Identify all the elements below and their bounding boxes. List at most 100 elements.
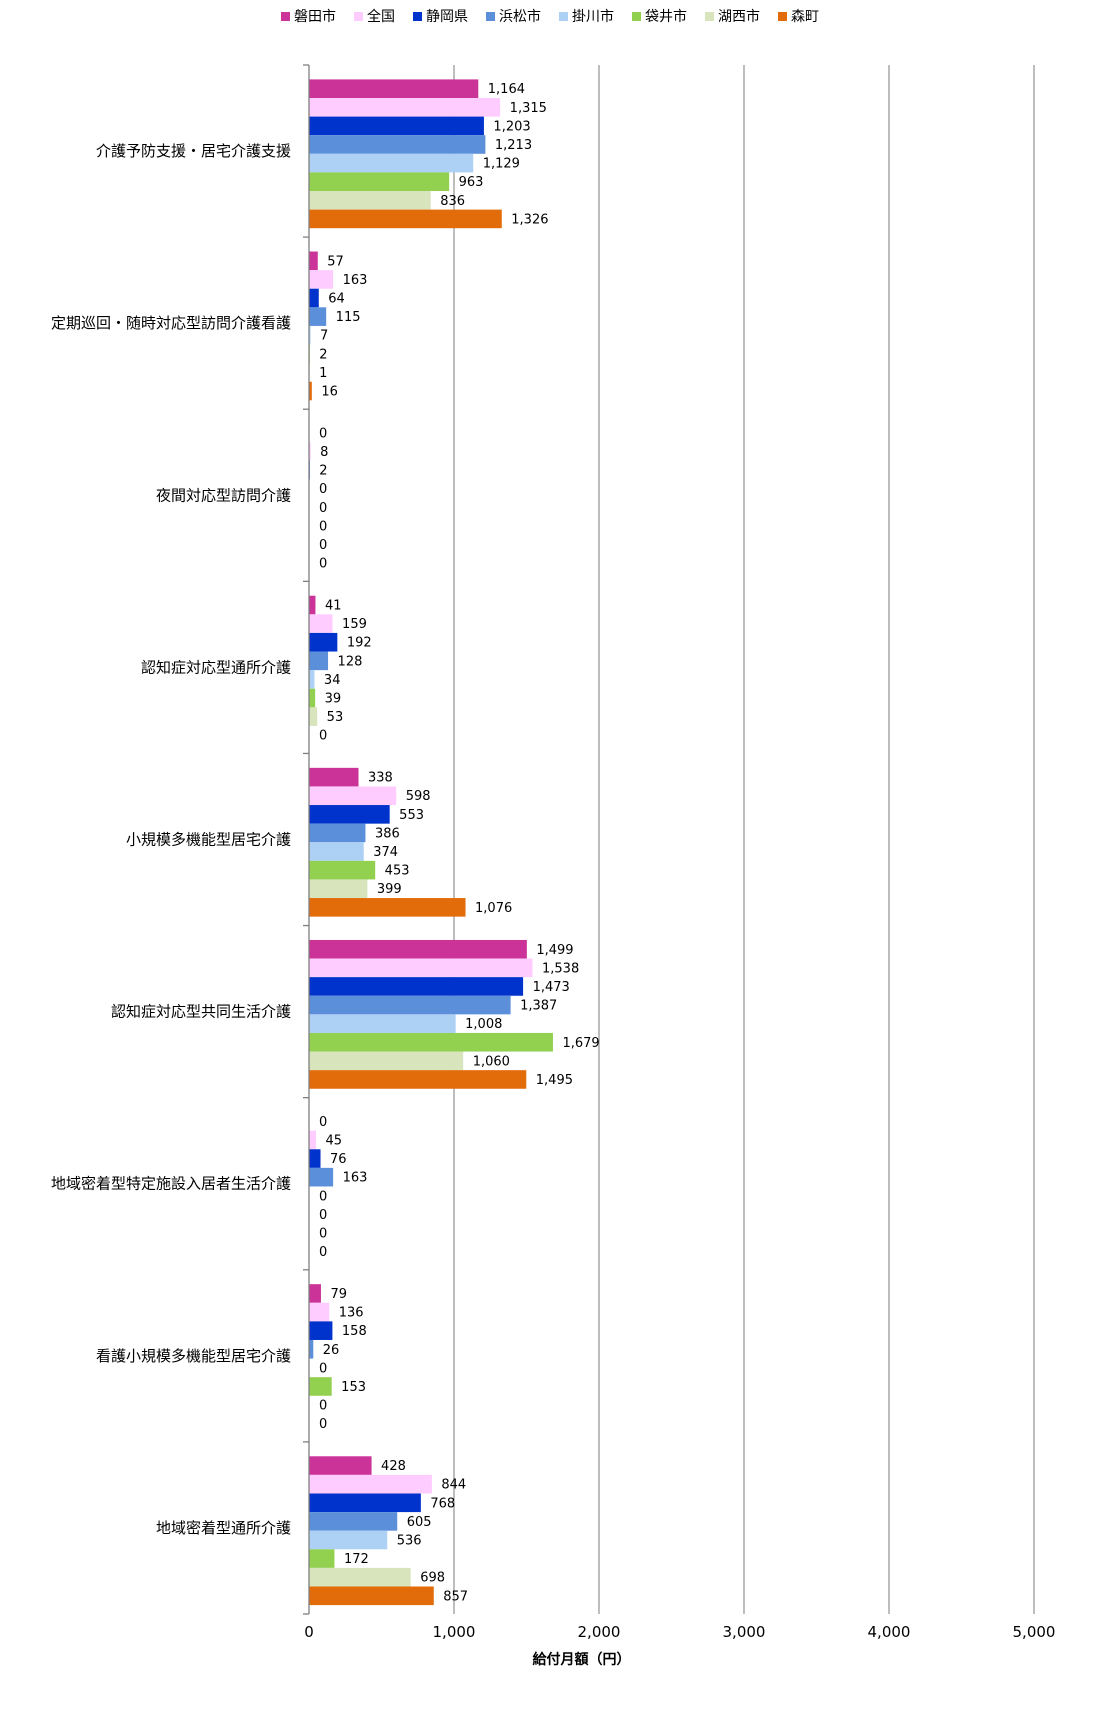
x-tick-label-4000: 4,000 (868, 1623, 911, 1641)
legend-label-6: 湖西市 (718, 8, 760, 25)
category-label-7: 看護小規模多機能型居宅介護 (96, 1347, 291, 1365)
data-label-s4-c4: 374 (373, 845, 398, 860)
bar-s4-c1 (309, 325, 311, 345)
bar-s5-c0 (309, 172, 450, 191)
data-label-s2-c4: 553 (399, 808, 424, 823)
data-label-s3-c1: 115 (336, 310, 361, 325)
bar-s3-c8 (309, 1512, 398, 1531)
x-axis-title: 給付月額（円） (533, 1651, 631, 1668)
bar-s1-c3 (309, 614, 333, 633)
bar-s1-c5 (309, 958, 533, 978)
category-label-1: 定期巡回・随時対応型訪問介護看護 (51, 314, 291, 332)
data-label-s4-c2: 0 (319, 501, 327, 516)
data-label-s2-c2: 2 (319, 464, 327, 479)
bar-s1-c4 (309, 786, 397, 806)
data-label-s3-c3: 128 (338, 654, 363, 669)
category-label-0: 介護予防支援・居宅介護支援 (96, 142, 291, 160)
bar-s3-c6 (309, 1167, 334, 1187)
chart-legend: 磐田市 全国 静岡県 浜松市 掛川市 袋井市 湖西市 森町 (281, 8, 819, 25)
data-label-s2-c1: 64 (328, 292, 345, 307)
data-label-s4-c0: 1,129 (483, 157, 520, 172)
bar-s4-c0 (309, 153, 474, 173)
legend-item-0: 磐田市 (281, 8, 336, 25)
legend-swatch-2 (413, 12, 422, 21)
bar-s6-c0 (309, 191, 431, 210)
data-label-s5-c1: 2 (319, 347, 327, 362)
data-label-s5-c4: 453 (385, 864, 410, 879)
data-label-s0-c2: 0 (319, 426, 327, 441)
bar-s5-c5 (309, 1032, 553, 1052)
data-label-s2-c0: 1,203 (493, 119, 530, 134)
legend-item-5: 袋井市 (632, 8, 687, 25)
bar-s6-c4 (309, 879, 368, 899)
bar-s7-c5 (309, 1070, 527, 1089)
data-label-s0-c7: 79 (330, 1287, 347, 1302)
bar-s0-c0 (309, 79, 479, 98)
bar-s6-c3 (309, 707, 318, 726)
axes (303, 64, 310, 1615)
bar-s2-c5 (309, 977, 524, 996)
data-label-s2-c5: 1,473 (533, 980, 570, 995)
bar-s0-c1 (309, 251, 318, 271)
data-label-s7-c5: 1,495 (536, 1073, 573, 1088)
data-label-s4-c8: 536 (397, 1533, 422, 1548)
bar-s1-c1 (309, 270, 334, 289)
labels: 0 1,000 2,000 3,000 4,000 5,000 介護予防支援・居宅介護支援定… (51, 82, 1055, 1641)
bar-s1-c6 (309, 1130, 317, 1150)
legend-label-4: 掛川市 (572, 8, 614, 25)
bar-s2-c3 (309, 632, 338, 652)
bar-s0-c5 (309, 939, 527, 959)
data-label-s2-c6: 76 (330, 1152, 347, 1167)
x-tick-label-3000: 3,000 (723, 1623, 766, 1641)
data-label-s4-c3: 34 (324, 673, 341, 688)
data-label-s0-c3: 41 (325, 599, 342, 614)
legend-item-3: 浜松市 (486, 8, 541, 25)
bar-s1-c0 (309, 98, 501, 117)
data-label-s7-c6: 0 (319, 1245, 327, 1260)
bar-s2-c8 (309, 1493, 421, 1513)
data-label-s7-c4: 1,076 (475, 901, 512, 916)
data-label-s7-c3: 0 (319, 729, 327, 744)
data-label-s3-c8: 605 (407, 1515, 432, 1530)
x-tick-label-0: 0 (304, 1623, 314, 1641)
bar-s6-c8 (309, 1567, 411, 1587)
data-label-s4-c7: 0 (319, 1361, 327, 1376)
data-label-s6-c6: 0 (319, 1226, 327, 1241)
legend-swatch-0 (281, 12, 290, 21)
bar-s7-c4 (309, 898, 466, 917)
bar-s4-c8 (309, 1530, 388, 1550)
x-tick-label-2000: 2,000 (578, 1623, 621, 1641)
data-label-s4-c5: 1,008 (465, 1017, 502, 1032)
data-label-s6-c4: 399 (377, 882, 402, 897)
legend-swatch-5 (632, 12, 641, 21)
bar-s0-c8 (309, 1456, 372, 1475)
data-label-s3-c2: 0 (319, 482, 327, 497)
bar-s0-c3 (309, 595, 316, 615)
data-label-s7-c7: 0 (319, 1417, 327, 1432)
data-label-s5-c8: 172 (344, 1552, 369, 1567)
bar-s3-c7 (309, 1339, 314, 1359)
data-label-s6-c5: 1,060 (473, 1054, 510, 1069)
bar-s7-c8 (309, 1586, 434, 1606)
category-label-8: 地域密着型通所介護 (156, 1519, 291, 1537)
data-label-s1-c4: 598 (406, 789, 431, 804)
data-label-s2-c7: 158 (342, 1324, 367, 1339)
data-label-s2-c3: 192 (347, 636, 372, 651)
data-label-s0-c4: 338 (368, 771, 393, 786)
data-label-s0-c5: 1,499 (536, 943, 573, 958)
bar-s2-c6 (309, 1149, 321, 1168)
data-label-s7-c0: 1,326 (511, 212, 548, 227)
data-label-s1-c3: 159 (342, 617, 367, 632)
legend-swatch-1 (354, 12, 363, 21)
data-label-s1-c7: 136 (339, 1306, 364, 1321)
data-label-s0-c1: 57 (327, 254, 344, 269)
bar-s5-c4 (309, 860, 376, 880)
bar-s1-c8 (309, 1474, 432, 1494)
bar-s4-c5 (309, 1014, 456, 1033)
data-label-s0-c0: 1,164 (488, 82, 525, 97)
legend-label-0: 磐田市 (294, 8, 336, 25)
bar-s1-c7 (309, 1302, 330, 1322)
data-label-s6-c8: 698 (420, 1571, 445, 1586)
bar-s4-c3 (309, 670, 315, 689)
data-label-s0-c6: 0 (319, 1115, 327, 1130)
